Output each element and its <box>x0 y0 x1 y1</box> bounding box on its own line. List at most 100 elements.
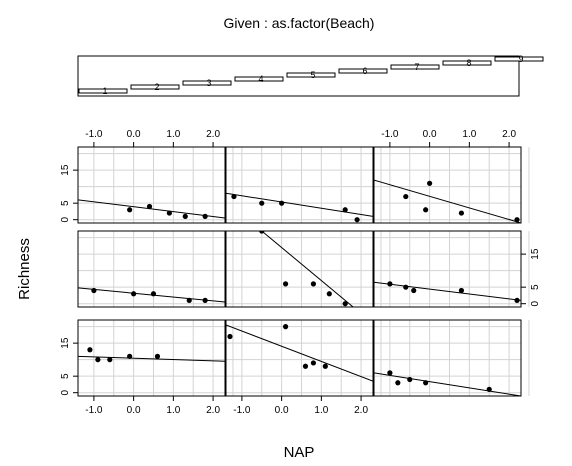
data-point <box>127 353 133 359</box>
data-point <box>387 281 393 287</box>
data-point <box>458 287 465 294</box>
panel-grid <box>226 231 382 307</box>
panel-grid <box>374 147 530 223</box>
data-point <box>127 207 133 213</box>
data-point <box>202 297 208 303</box>
panel-grid <box>78 231 234 307</box>
given-title: Given : as.factor(Beach) <box>224 15 375 31</box>
panel-grid <box>374 320 530 396</box>
data-point <box>403 284 409 290</box>
y-tick-label: 15 <box>60 337 71 349</box>
data-point <box>259 231 265 234</box>
given-level-label: 6 <box>362 66 367 76</box>
data-point <box>87 347 93 353</box>
regression-line <box>226 324 373 382</box>
panel-frame <box>225 319 374 397</box>
data-point <box>131 291 137 297</box>
y-tick-label: 5 <box>60 373 71 379</box>
data-point <box>486 386 492 392</box>
given-interval-bar <box>130 84 180 90</box>
given-interval-5: 5 <box>286 70 336 80</box>
data-point <box>154 353 161 359</box>
data-point <box>354 217 360 223</box>
y-tick-label: 0 <box>60 389 71 395</box>
given-interval-bar <box>442 60 492 66</box>
regression-line <box>374 372 521 396</box>
panel-frame <box>373 146 522 224</box>
x-tick-label: 2.0 <box>206 129 220 140</box>
panel-frame <box>225 230 374 308</box>
data-point <box>107 357 113 363</box>
given-interval-3: 3 <box>182 78 232 88</box>
panel-beach-8 <box>225 146 382 224</box>
given-level-label: 7 <box>414 62 419 72</box>
given-interval-bar <box>494 56 544 62</box>
given-interval-bar <box>338 68 388 74</box>
x-tick-label: 1.0 <box>462 129 476 140</box>
data-point <box>227 333 233 340</box>
data-point <box>310 281 317 287</box>
y-tick-label: 5 <box>60 200 71 206</box>
data-point <box>326 291 332 297</box>
given-level-label: 8 <box>466 58 471 68</box>
panel-frame <box>373 230 522 308</box>
panel-grid <box>374 231 530 307</box>
data-point <box>411 287 417 294</box>
panel-beach-2: -1.0 0.0 1.0 2.0 <box>225 319 382 416</box>
panel-grid <box>78 320 234 396</box>
panel-frame <box>77 319 226 397</box>
given-interval-bar <box>234 76 284 82</box>
data-point <box>282 281 289 287</box>
given-interval-bar <box>286 72 336 78</box>
data-point <box>342 301 348 307</box>
x-axis-bottom: -1.0 0.0 1.0 2.0 <box>85 396 220 416</box>
given-panel-frame <box>77 55 520 97</box>
y-tick-label: 15 <box>60 164 71 176</box>
data-point <box>146 203 153 210</box>
given-interval-1: 1 <box>78 86 128 96</box>
data-point <box>259 200 265 206</box>
x-tick-label: 1.0 <box>166 405 180 416</box>
given-interval-8: 8 <box>442 58 492 68</box>
data-point <box>407 376 413 383</box>
regression-line <box>374 179 521 223</box>
x-tick-label: 0.0 <box>127 405 141 416</box>
regression-line <box>260 231 354 307</box>
data-point <box>95 357 101 363</box>
given-interval-bar <box>390 64 440 70</box>
x-tick-label: 0.0 <box>275 405 289 416</box>
panel-beach-4 <box>77 230 234 308</box>
x-axis-label: NAP <box>284 444 315 461</box>
data-point <box>166 210 172 216</box>
panel-beach-1: -1.0 0.0 1.0 2.0 0 5 15 <box>60 319 234 416</box>
regression-line <box>226 192 373 217</box>
x-tick-label: 1.0 <box>314 405 328 416</box>
y-axis-label: Richness <box>16 238 33 300</box>
panel-beach-3 <box>373 319 530 397</box>
panel-grid <box>226 147 382 223</box>
panel-frame <box>77 146 226 224</box>
data-point <box>395 380 401 386</box>
panel-beach-6: 0 5 15 <box>373 230 541 308</box>
data-point <box>387 370 393 376</box>
data-point <box>182 213 188 219</box>
regression-line <box>78 199 225 219</box>
x-tick-label: -1.0 <box>85 129 103 140</box>
data-point <box>403 193 409 200</box>
given-level-label: 2 <box>154 82 159 92</box>
panel-grid <box>78 147 234 223</box>
x-tick-label: -1.0 <box>85 405 103 416</box>
y-axis-left: 0 5 15 <box>60 164 78 222</box>
regression-line <box>374 281 521 301</box>
data-point <box>202 213 208 219</box>
data-point <box>514 297 520 303</box>
panel-frame <box>225 146 374 224</box>
given-interval-9: 9 <box>494 54 544 64</box>
panel-frame <box>77 230 226 308</box>
data-point <box>458 210 465 216</box>
data-point <box>514 217 520 223</box>
x-tick-label: 2.0 <box>206 405 220 416</box>
y-tick-label: 15 <box>530 248 541 260</box>
given-interval-7: 7 <box>390 62 440 72</box>
